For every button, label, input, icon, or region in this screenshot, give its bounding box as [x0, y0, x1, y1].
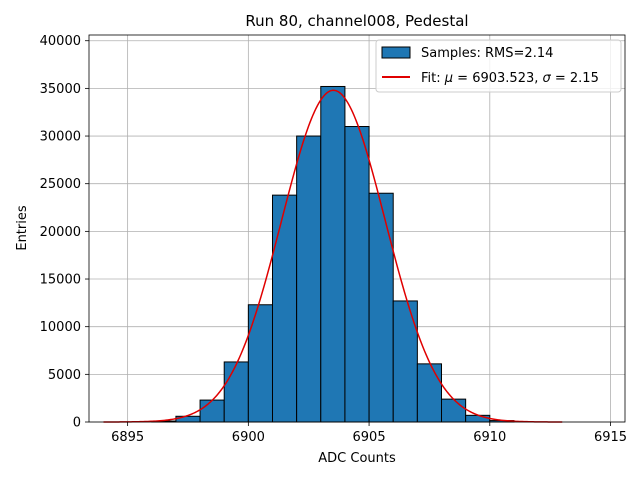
- y-tick-label: 30000: [40, 130, 81, 145]
- legend-mu-symbol: μ: [444, 71, 453, 86]
- histogram-bar: [199, 399, 225, 423]
- y-tick-label: 5000: [48, 368, 81, 383]
- histogram-bar: [296, 135, 322, 423]
- x-tick-label: 6910: [473, 430, 506, 445]
- legend-sigma-value: = 2.15: [551, 71, 599, 86]
- histogram-bar: [441, 398, 467, 423]
- legend-mu-value: = 6903.523,: [453, 71, 542, 86]
- histogram-bar: [223, 361, 249, 423]
- x-tick-label: 6895: [111, 430, 144, 445]
- fit-curve: [103, 89, 563, 423]
- plot-frame: [88, 34, 626, 423]
- legend-swatch-samples: [381, 46, 411, 59]
- legend-fit-prefix: Fit:: [421, 71, 445, 86]
- y-tick-label: 25000: [40, 177, 81, 192]
- y-axis-title: Entries: [15, 205, 30, 251]
- legend-label-fit: Fit: μ = 6903.523, σ = 2.15: [421, 71, 599, 86]
- histogram-bar: [247, 304, 273, 423]
- legend: Samples: RMS=2.14 Fit: μ = 6903.523, σ =…: [375, 39, 622, 93]
- x-tick-label: 6900: [232, 430, 265, 445]
- histogram-bar: [392, 300, 418, 423]
- y-tick-label: 35000: [40, 82, 81, 97]
- histogram-bar: [344, 126, 370, 423]
- x-axis-ticks: 6895 6900 6905 6910 6915: [111, 422, 627, 445]
- legend-sigma-symbol: σ: [543, 71, 552, 86]
- legend-label-samples: Samples: RMS=2.14: [421, 46, 553, 61]
- chart-title: Run 80, channel008, Pedestal: [245, 12, 468, 30]
- x-tick-label: 6915: [594, 430, 627, 445]
- y-axis-ticks: 0 5000 10000 15000 20000 25000 30000 35000 40000: [40, 34, 89, 431]
- x-tick-label: 6905: [353, 430, 386, 445]
- histogram-bar: [416, 363, 443, 423]
- histogram-bar: [368, 192, 394, 423]
- y-tick-label: 0: [73, 416, 81, 431]
- histogram-bar: [320, 85, 346, 423]
- y-tick-label: 10000: [40, 320, 81, 335]
- histogram-bar: [271, 194, 298, 423]
- histogram-bar: [465, 414, 491, 423]
- legend-box: [375, 39, 622, 93]
- x-axis-title: ADC Counts: [318, 451, 396, 466]
- y-tick-label: 15000: [40, 273, 81, 288]
- y-tick-label: 20000: [40, 225, 81, 240]
- y-tick-label: 40000: [40, 34, 81, 49]
